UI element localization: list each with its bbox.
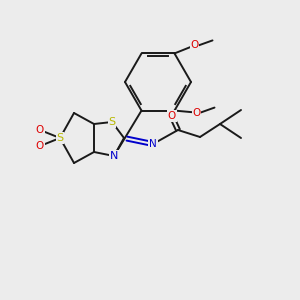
Text: O: O (36, 141, 44, 151)
Text: O: O (190, 40, 199, 50)
Text: O: O (36, 125, 44, 135)
Text: O: O (168, 111, 176, 121)
Text: N: N (149, 139, 157, 149)
Text: S: S (108, 117, 116, 127)
Text: N: N (110, 151, 118, 161)
Text: S: S (56, 133, 64, 143)
Text: O: O (192, 108, 201, 118)
